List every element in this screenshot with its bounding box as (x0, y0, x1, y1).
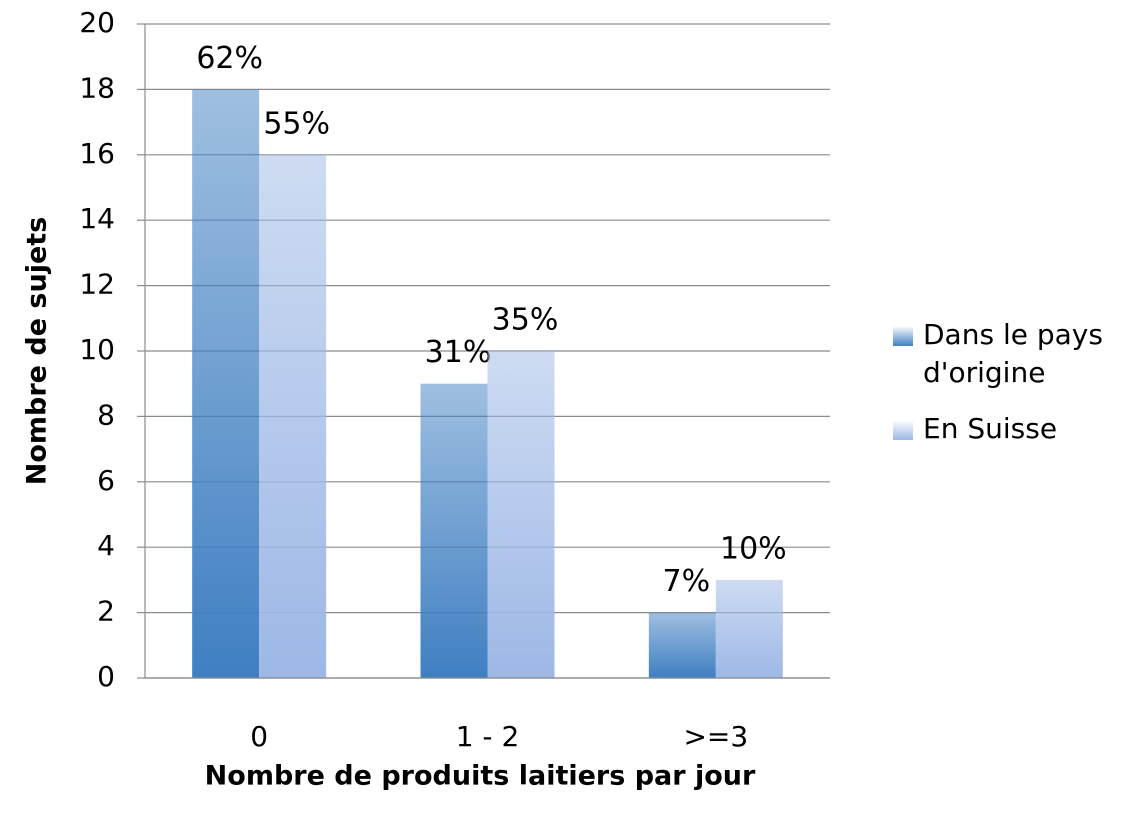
y-tick-label: 12 (79, 268, 115, 301)
bar (649, 613, 716, 678)
legend-label: En Suisse (923, 410, 1057, 448)
y-tick-label: 2 (97, 595, 115, 628)
data-label: 62% (196, 41, 263, 76)
y-tick-label: 16 (79, 137, 115, 170)
x-tick-label: 0 (250, 720, 268, 753)
data-label: 31% (425, 335, 492, 370)
y-tick-label: 14 (79, 202, 115, 235)
data-label: 35% (492, 303, 559, 338)
bar (488, 351, 555, 678)
bar (259, 155, 326, 678)
bar (421, 384, 488, 678)
legend: Dans le pays d'origine En Suisse (893, 316, 1133, 466)
x-axis-title: Nombre de produits laitiers par jour (205, 761, 756, 792)
y-tick-label: 10 (79, 333, 115, 366)
bar (192, 89, 259, 678)
page: Nombre de sujets Nombre de produits lait… (0, 0, 1145, 813)
data-label: 7% (663, 564, 711, 599)
data-label: 10% (720, 531, 787, 566)
y-axis-title: Nombre de sujets (22, 217, 53, 486)
legend-item: En Suisse (893, 410, 1133, 448)
legend-swatch (893, 326, 913, 346)
y-tick-label: 0 (97, 660, 115, 693)
y-tick-label: 8 (97, 398, 115, 431)
y-tick-label: 18 (79, 71, 115, 104)
legend-item: Dans le pays d'origine (893, 316, 1133, 392)
x-tick-label: 1 - 2 (456, 720, 520, 753)
x-tick-label: >=3 (683, 720, 748, 753)
y-tick-label: 4 (97, 529, 115, 562)
y-tick-label: 6 (97, 464, 115, 497)
data-label: 55% (263, 106, 330, 141)
bar (716, 580, 783, 678)
legend-label: Dans le pays d'origine (923, 316, 1133, 392)
y-tick-label: 20 (79, 6, 115, 39)
legend-swatch (893, 420, 913, 440)
